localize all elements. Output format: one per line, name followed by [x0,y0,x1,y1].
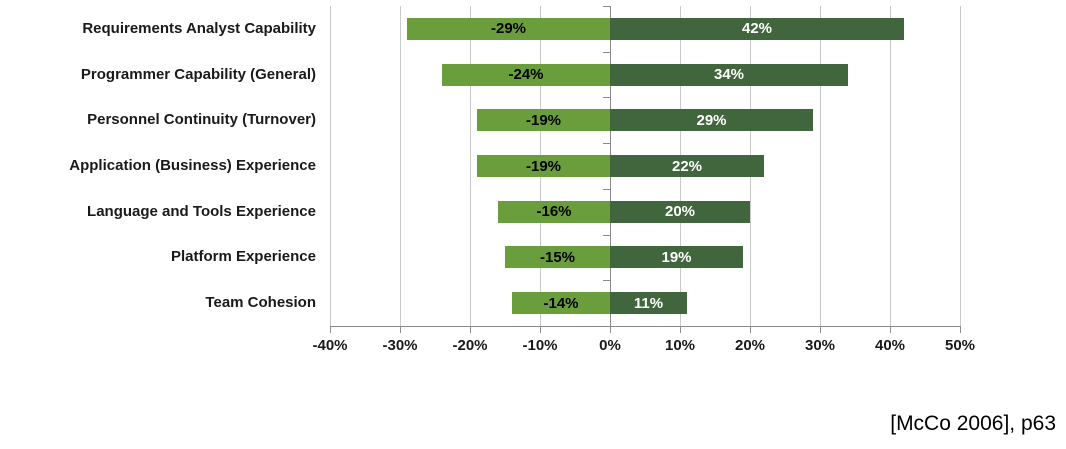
x-axis-tick-label: 20% [734,337,766,354]
bar-positive: 34% [610,63,848,86]
category-axis-tick [603,326,610,327]
x-axis-tick-label: 0% [599,337,621,354]
axis-tick [750,326,751,333]
category-label: Platform Experience [170,248,316,266]
x-axis-tick-label: 40% [874,337,906,354]
x-axis-tick-label: 10% [664,337,696,354]
x-axis-tick-label: -20% [452,337,488,354]
bar-positive: 11% [610,292,687,315]
gridline [400,6,401,326]
bar-positive: 22% [610,155,764,177]
bar-value-label-positive: 34% [713,66,745,84]
x-axis-tick-label: 30% [804,337,836,354]
category-label: Team Cohesion [205,294,316,312]
category-axis-tick [603,51,610,53]
x-axis-tick-label: 50% [944,337,976,354]
bar-value-label-negative: -16% [536,203,572,221]
bar-positive: 42% [610,17,904,40]
category-axis-tick [603,188,610,190]
bar-negative: -29% [407,17,610,40]
axis-tick [330,326,331,333]
bar-positive: 19% [610,246,743,269]
x-axis-tick-label: -10% [522,337,558,354]
category-axis-tick [603,143,610,145]
axis-tick [820,326,821,333]
x-axis-tick-label: -30% [382,337,418,354]
axis-tick [960,326,961,333]
x-axis-line [330,326,961,327]
citation-text: [McCo 2006], p63 [890,412,1056,435]
gridline [820,6,821,326]
bar-value-label-negative: -14% [543,294,579,312]
axis-tick [890,326,891,333]
bar-value-label-positive: 19% [661,248,692,266]
gridline [890,6,891,326]
bar-negative: -19% [477,109,610,132]
bar-value-label-positive: 42% [741,20,773,38]
bar-value-label-negative: -19% [525,157,562,175]
bar-negative: -24% [442,63,610,86]
x-axis-tick-label: -40% [312,337,348,354]
gridline [470,6,471,326]
bar-negative: -14% [512,292,610,315]
bar-value-label-negative: -24% [508,66,544,84]
gridline [330,6,331,326]
bar-value-label-negative: -19% [525,111,562,129]
bar-value-label-negative: -29% [490,20,527,38]
category-axis-tick [603,280,610,282]
axis-tick [400,326,401,333]
gridline [960,6,961,326]
axis-tick [470,326,471,333]
category-label: Programmer Capability (General) [80,65,316,83]
bar-negative: -16% [498,200,610,223]
category-label: Personnel Continuity (Turnover) [87,111,316,129]
bar-value-label-positive: 11% [633,294,664,312]
bar-negative: -19% [477,155,610,177]
bar-negative: -15% [505,246,610,269]
axis-tick [610,326,611,333]
bar-value-label-negative: -15% [539,248,576,266]
axis-tick [680,326,681,333]
category-axis-tick [603,234,610,236]
category-label: Requirements Analyst Capability [82,19,316,37]
bar-value-label-positive: 22% [671,157,703,175]
axis-tick [540,326,541,333]
bar-positive: 29% [610,109,813,132]
bar-value-label-positive: 20% [664,203,696,221]
category-axis-tick [603,6,610,7]
category-label: Language and Tools Experience [87,202,316,220]
bar-positive: 20% [610,200,750,223]
category-label: Application (Business) Experience [69,157,316,174]
bar-value-label-positive: 29% [696,111,727,129]
category-axis-tick [603,97,610,99]
